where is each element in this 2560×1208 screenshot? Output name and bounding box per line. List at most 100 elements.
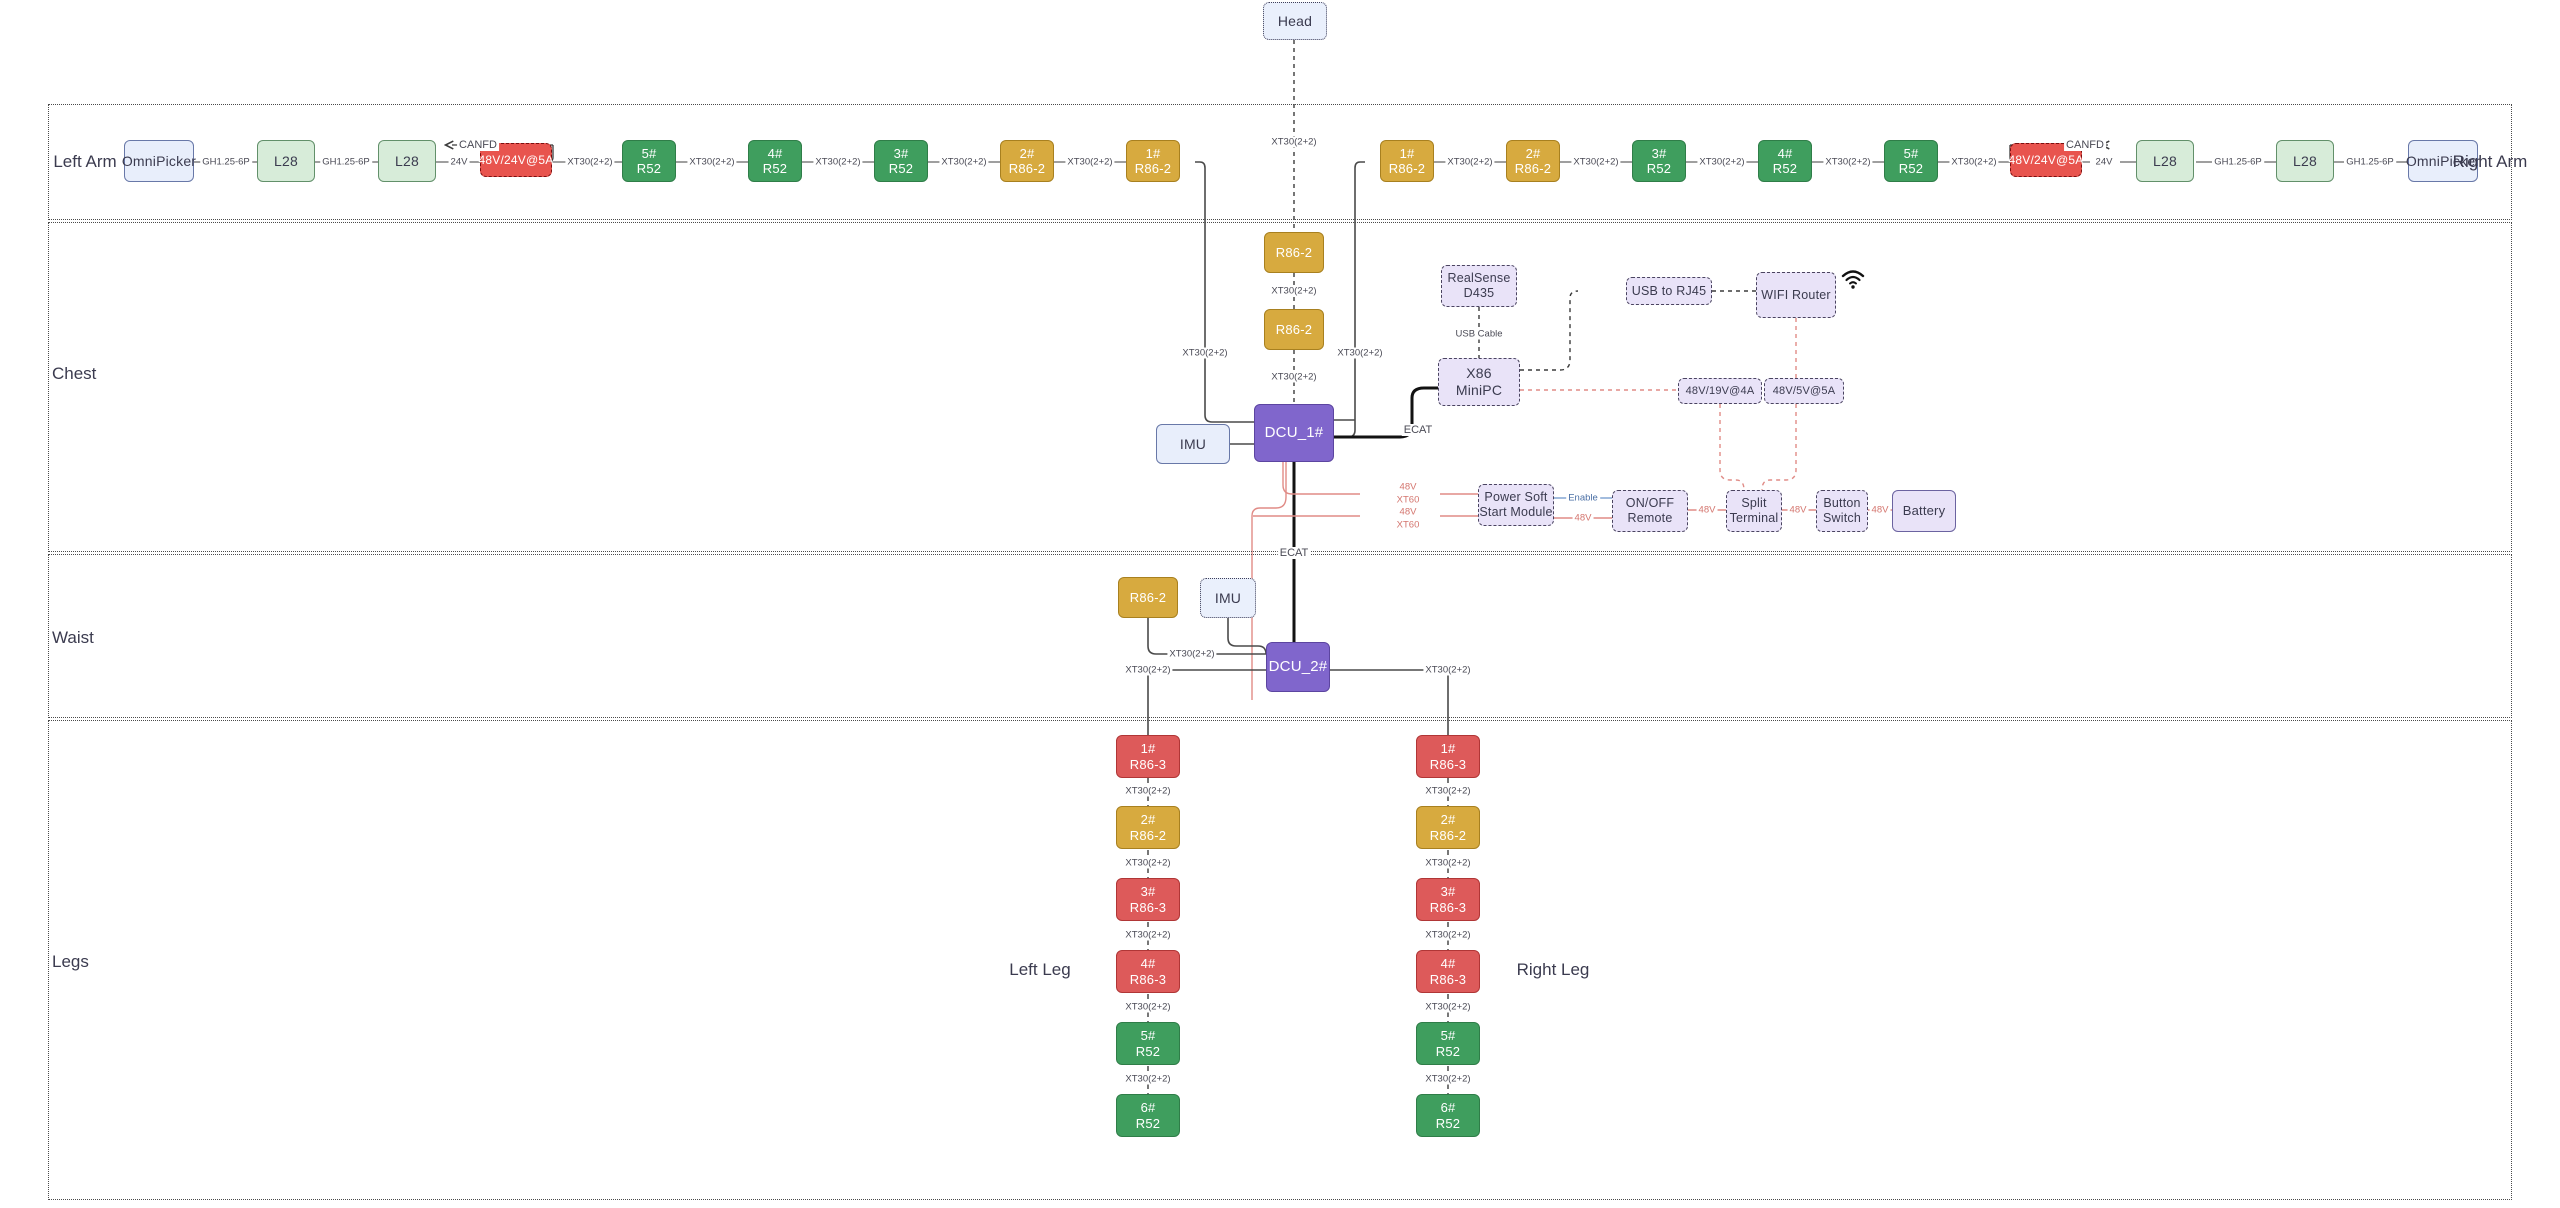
node-ll-6[interactable]: 6# R52 bbox=[1116, 1094, 1180, 1137]
node-sublabel: R52 bbox=[1898, 161, 1924, 176]
node-waist-imu[interactable]: IMU bbox=[1200, 578, 1256, 618]
node-ra-omnipicker[interactable]: OmniPicker bbox=[2406, 140, 2480, 182]
node-label: 1# bbox=[1399, 145, 1415, 161]
wire-label-ll-3: XT30(2+2) bbox=[1123, 1001, 1173, 1013]
node-ll-4[interactable]: 4# R86-3 bbox=[1116, 950, 1180, 993]
node-sublabel: R52 bbox=[762, 161, 788, 176]
section-arms bbox=[48, 104, 2512, 220]
wire-label-rl-3: XT30(2+2) bbox=[1423, 1001, 1473, 1013]
node-onoff-remote[interactable]: ON/OFF Remote bbox=[1612, 490, 1688, 532]
node-ra-l28-b[interactable]: L28 bbox=[2276, 140, 2334, 182]
node-label: RealSense bbox=[1447, 271, 1511, 286]
node-label: DCU_2# bbox=[1268, 658, 1328, 676]
node-sublabel: R86-2 bbox=[1429, 827, 1467, 843]
wifi-icon bbox=[1841, 270, 1865, 289]
wire-label-la-6: XT30(2+2) bbox=[939, 156, 989, 168]
node-sublabel: R86-3 bbox=[1129, 899, 1167, 915]
node-wifi-router[interactable]: WIFI Router bbox=[1756, 272, 1836, 318]
section-label-waist: Waist bbox=[52, 628, 94, 647]
node-la-2[interactable]: 2# R86-2 bbox=[1000, 140, 1054, 182]
wire-label-rail-top-v: 48V bbox=[1397, 481, 1419, 493]
wire-label-usb-cable: USB Cable bbox=[1453, 328, 1505, 340]
wire-label-48v-1: 48V bbox=[1696, 504, 1718, 516]
node-sublabel: R52 bbox=[1135, 1115, 1161, 1131]
node-label: 2# bbox=[1440, 812, 1456, 828]
node-label: 48V/24V@5A bbox=[2008, 152, 2084, 167]
node-la-omnipicker[interactable]: OmniPicker bbox=[122, 140, 196, 182]
node-sublabel: R52 bbox=[1435, 1043, 1461, 1059]
node-sublabel: R86-2 bbox=[1008, 161, 1046, 176]
node-sublabel: D435 bbox=[1463, 286, 1495, 300]
wire-label-ra-6: GH1.25-6P bbox=[2212, 156, 2264, 168]
node-dcu-2[interactable]: DCU_2# bbox=[1266, 642, 1330, 692]
node-label: 3# bbox=[1440, 884, 1456, 900]
side-label-right-arm: Right Arm bbox=[2452, 152, 2528, 171]
node-rl-6[interactable]: 6# R52 bbox=[1416, 1094, 1480, 1137]
node-sublabel: R86-2 bbox=[1134, 161, 1172, 176]
node-neck-r86-2[interactable]: R86-2 bbox=[1264, 309, 1324, 350]
node-label: 4# bbox=[1440, 956, 1456, 972]
node-label: ON/OFF bbox=[1625, 496, 1675, 511]
wire-label-waist-r86: XT30(2+2) bbox=[1167, 648, 1217, 660]
node-x86-minipc[interactable]: X86 MiniPC bbox=[1438, 358, 1520, 406]
section-label-chest: Chest bbox=[52, 364, 97, 383]
node-chest-imu[interactable]: IMU bbox=[1156, 424, 1230, 464]
node-label: DCU_1# bbox=[1264, 424, 1324, 442]
node-label: 2# bbox=[1525, 145, 1541, 161]
node-label: USB to RJ45 bbox=[1631, 283, 1707, 298]
node-rl-4[interactable]: 4# R86-3 bbox=[1416, 950, 1480, 993]
node-button-switch[interactable]: Button Switch bbox=[1816, 490, 1868, 532]
node-converter-5v[interactable]: 48V/5V@5A bbox=[1764, 378, 1844, 404]
side-label-left-leg: Left Leg bbox=[1009, 960, 1071, 979]
node-label: R86-2 bbox=[1129, 589, 1167, 605]
node-battery[interactable]: Battery bbox=[1892, 490, 1956, 532]
node-label: 6# bbox=[1140, 1100, 1156, 1116]
node-rl-5[interactable]: 5# R52 bbox=[1416, 1022, 1480, 1065]
node-ra-1[interactable]: 1# R86-2 bbox=[1380, 140, 1434, 182]
node-head[interactable]: Head bbox=[1263, 2, 1327, 40]
side-label-left-arm: Left Arm bbox=[53, 152, 117, 171]
node-la-3[interactable]: 3# R52 bbox=[874, 140, 928, 182]
node-sublabel: R86-3 bbox=[1129, 971, 1167, 987]
node-ra-3[interactable]: 3# R52 bbox=[1632, 140, 1686, 182]
node-sublabel: Start Module bbox=[1479, 505, 1553, 519]
wire-label-ecat-waist: ECAT bbox=[1277, 547, 1311, 559]
node-label: 5# bbox=[1903, 145, 1919, 161]
node-ra-4[interactable]: 4# R52 bbox=[1758, 140, 1812, 182]
node-ll-3[interactable]: 3# R86-3 bbox=[1116, 878, 1180, 921]
wire-label-enable: Enable bbox=[1566, 492, 1600, 504]
node-la-5[interactable]: 5# R52 bbox=[622, 140, 676, 182]
node-ra-l28-a[interactable]: L28 bbox=[2136, 140, 2194, 182]
node-ll-1[interactable]: 1# R86-3 bbox=[1116, 735, 1180, 778]
node-sublabel: R52 bbox=[1772, 161, 1798, 176]
node-split-terminal[interactable]: Split Terminal bbox=[1726, 490, 1782, 532]
node-la-l28-b[interactable]: L28 bbox=[257, 140, 315, 182]
wire-label-ra-1: XT30(2+2) bbox=[1571, 156, 1621, 168]
wire-label-la-0: GH1.25-6P bbox=[200, 156, 252, 168]
node-power-soft-start[interactable]: Power Soft Start Module bbox=[1478, 484, 1554, 526]
node-la-converter[interactable]: 48V/24V@5A bbox=[479, 143, 553, 177]
node-la-l28-a[interactable]: L28 bbox=[378, 140, 436, 182]
node-rl-3[interactable]: 3# R86-3 bbox=[1416, 878, 1480, 921]
node-usb-to-rj45[interactable]: USB to RJ45 bbox=[1626, 277, 1712, 305]
node-rl-1[interactable]: 1# R86-3 bbox=[1416, 735, 1480, 778]
node-converter-19v[interactable]: 48V/19V@4A bbox=[1678, 378, 1762, 404]
node-ra-5[interactable]: 5# R52 bbox=[1884, 140, 1938, 182]
node-la-1[interactable]: 1# R86-2 bbox=[1126, 140, 1180, 182]
node-realsense-d435[interactable]: RealSense D435 bbox=[1441, 265, 1517, 307]
node-label: 4# bbox=[767, 145, 783, 161]
node-la-4[interactable]: 4# R52 bbox=[748, 140, 802, 182]
node-ra-2[interactable]: 2# R86-2 bbox=[1506, 140, 1560, 182]
node-waist-r86[interactable]: R86-2 bbox=[1118, 577, 1178, 618]
node-dcu-1[interactable]: DCU_1# bbox=[1254, 404, 1334, 462]
node-label: 3# bbox=[1140, 884, 1156, 900]
wire-label-48v-3: 48V bbox=[1869, 504, 1891, 516]
node-ll-2[interactable]: 2# R86-2 bbox=[1116, 806, 1180, 849]
node-rl-2[interactable]: 2# R86-2 bbox=[1416, 806, 1480, 849]
node-ll-5[interactable]: 5# R52 bbox=[1116, 1022, 1180, 1065]
wire-label-la-drop: XT30(2+2) bbox=[1180, 347, 1230, 359]
node-sublabel: R86-2 bbox=[1514, 161, 1552, 176]
node-neck-r86-1[interactable]: R86-2 bbox=[1264, 232, 1324, 273]
node-label: 2# bbox=[1140, 812, 1156, 828]
node-label: 3# bbox=[1651, 145, 1667, 161]
